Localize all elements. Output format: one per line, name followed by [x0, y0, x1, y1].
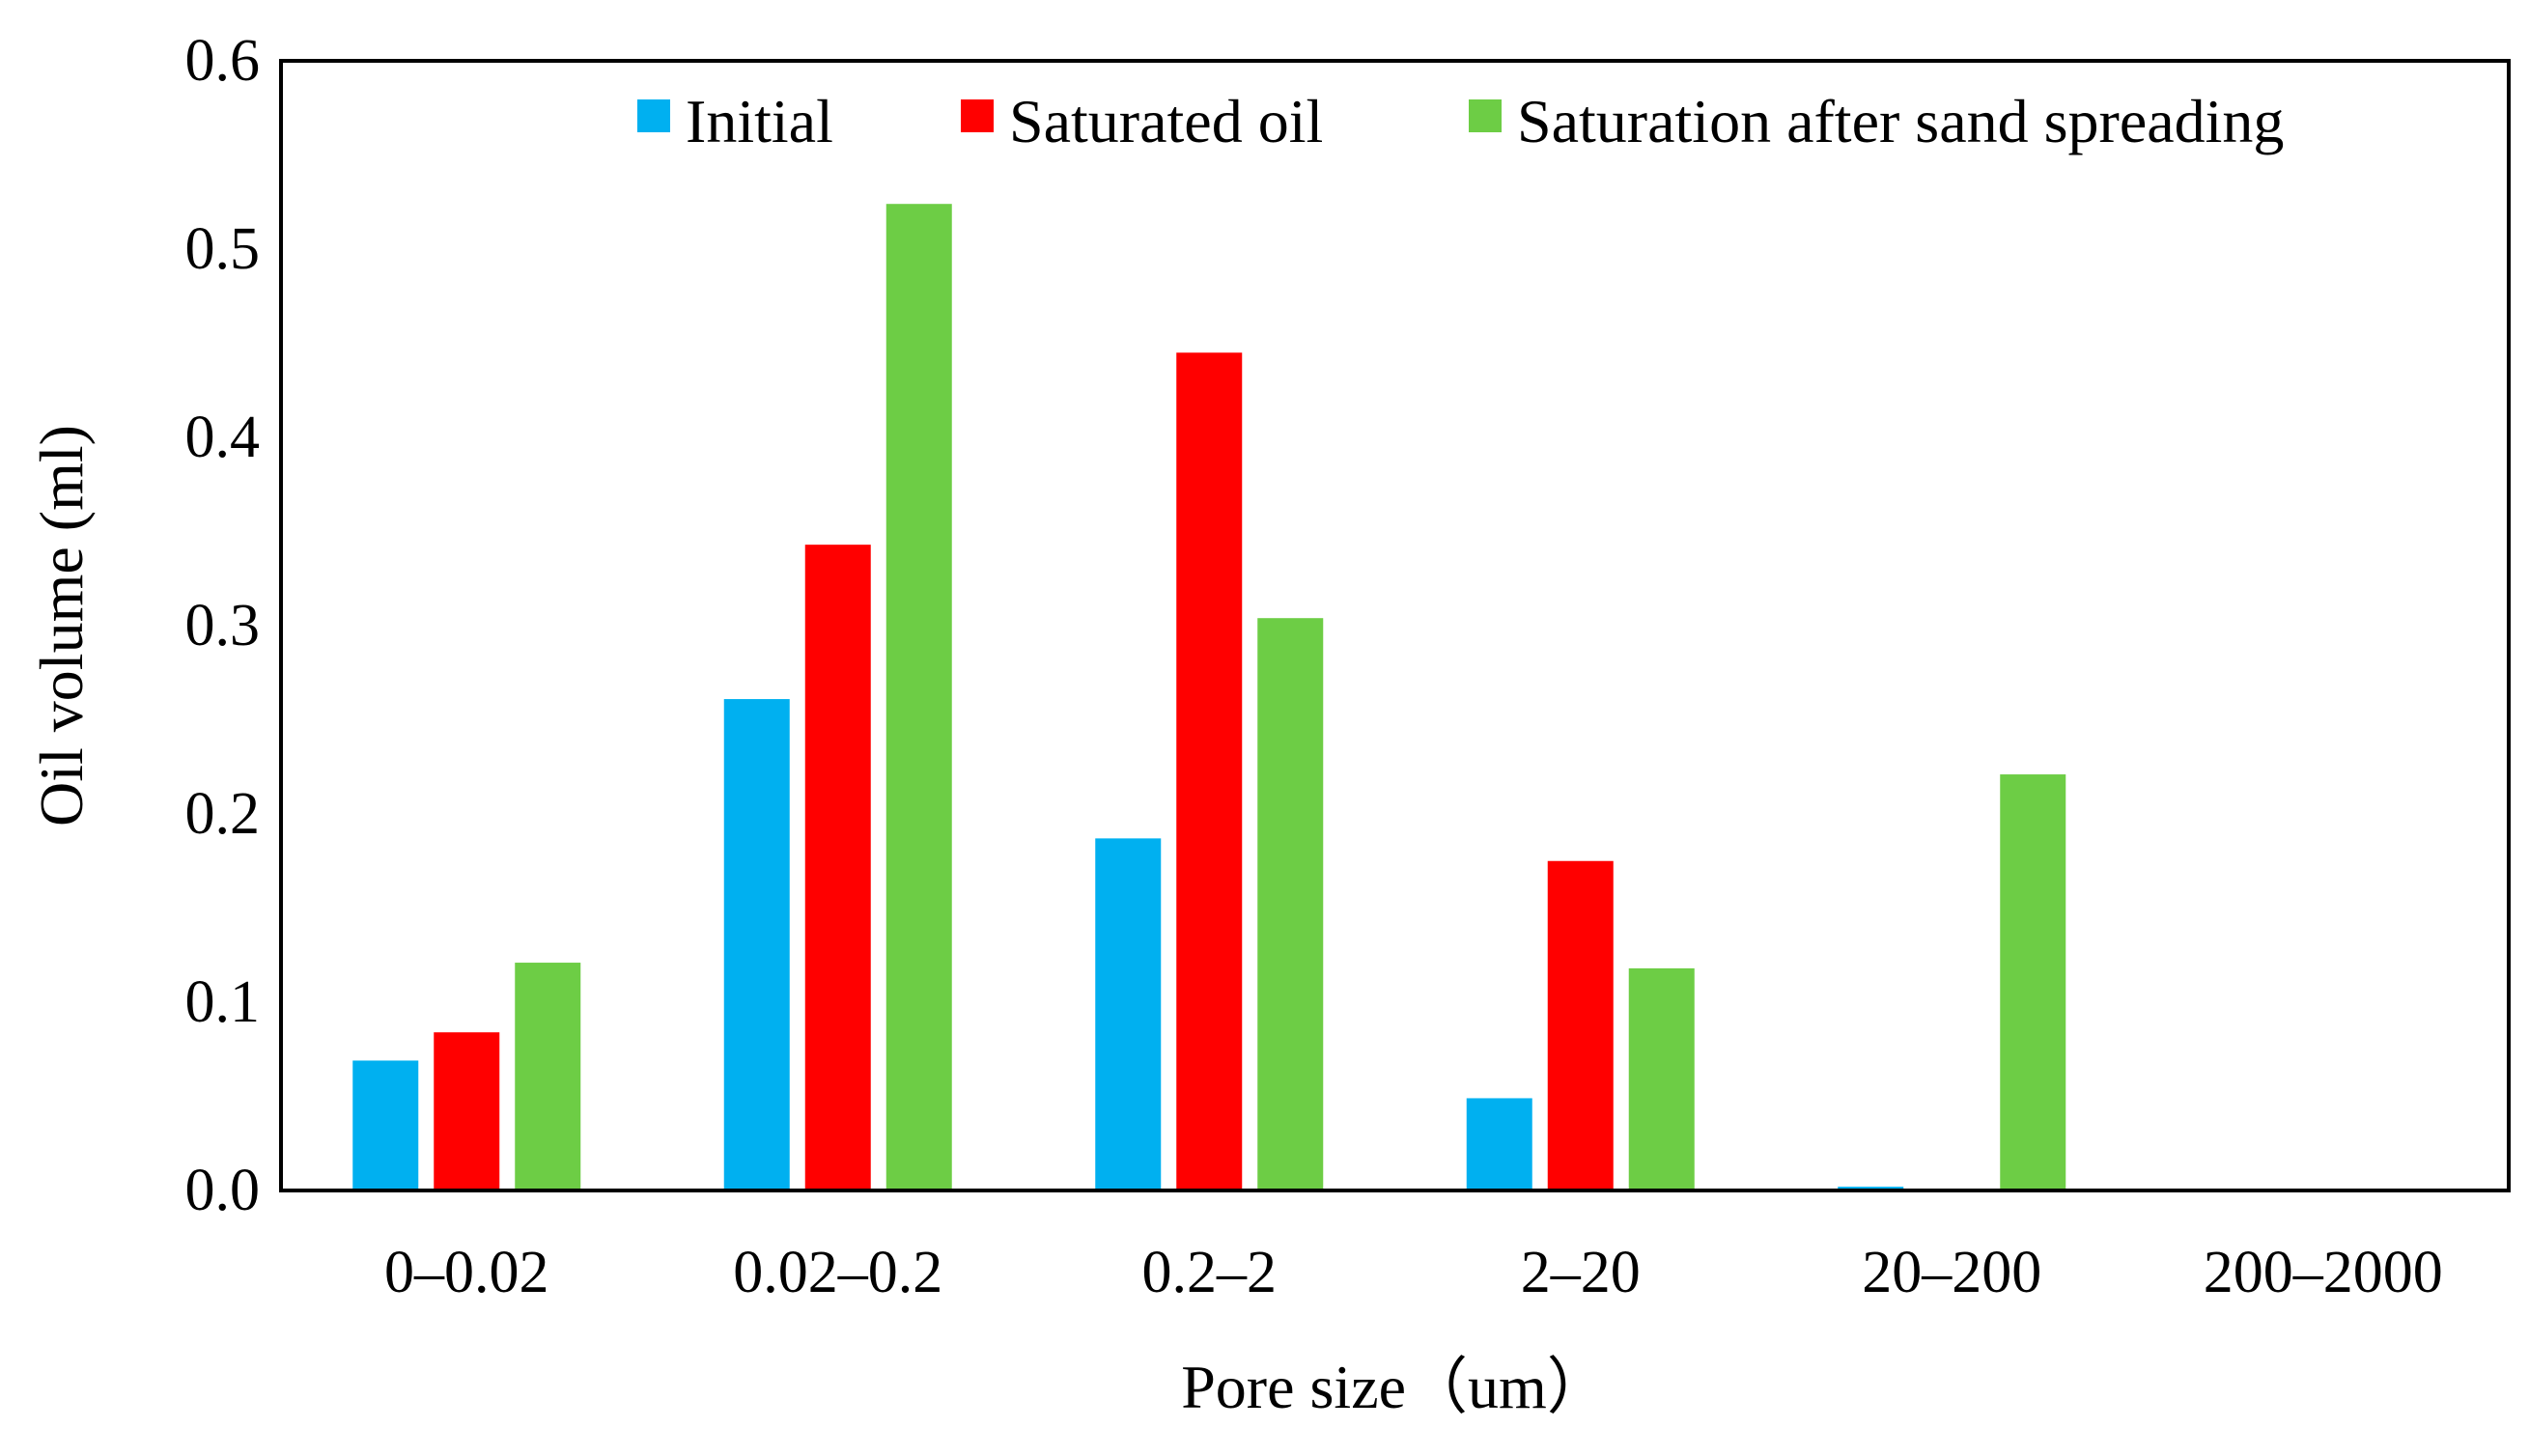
- x-tick-label: 200–2000: [2204, 1240, 2443, 1305]
- legend-swatch-1: [637, 99, 670, 132]
- x-tick-label: 2–20: [1521, 1240, 1641, 1305]
- legend-swatch-2: [961, 99, 994, 132]
- bar-saturated-oil-1: [434, 1032, 500, 1190]
- y-tick-label: 0.0: [185, 1158, 261, 1223]
- bar-saturation-after-sand-spreading-3: [1257, 618, 1324, 1190]
- y-axis-ticks: 0.0 0.1 0.2 0.3 0.4 0.5 0.6: [185, 28, 261, 1223]
- y-tick-label: 0.3: [185, 593, 261, 658]
- bar-initial-2: [723, 699, 790, 1190]
- bar-saturated-oil-2: [804, 545, 871, 1190]
- bar-initial-1: [352, 1060, 419, 1190]
- y-tick-label: 0.6: [185, 28, 261, 94]
- y-tick-label: 0.2: [185, 781, 261, 847]
- bar-saturated-oil-3: [1176, 352, 1243, 1190]
- y-tick-label: 0.4: [185, 405, 261, 470]
- bar-initial-4: [1466, 1098, 1532, 1190]
- bar-saturated-oil-4: [1547, 860, 1614, 1190]
- legend: Initial Saturated oil Saturation after san…: [637, 87, 2284, 155]
- x-tick-label: 0.02–0.2: [733, 1240, 942, 1305]
- x-axis-tick-labels: 0–0.02 0.02–0.2 0.2–2 2–20 20–200 200–2000: [384, 1240, 2443, 1305]
- bar-saturation-after-sand-spreading-4: [1628, 967, 1695, 1190]
- y-tick-label: 0.5: [185, 216, 261, 282]
- bar-saturation-after-sand-spreading-2: [885, 204, 952, 1190]
- legend-label-2: Saturated oil: [1009, 87, 1323, 155]
- bar-saturation-after-sand-spreading-5: [2000, 774, 2066, 1190]
- x-tick-label: 20–200: [1862, 1240, 2041, 1305]
- legend-label-1: Initial: [686, 87, 833, 155]
- legend-swatch-3: [1469, 99, 1502, 132]
- plot-area-frame: [279, 59, 2511, 1192]
- x-tick-label: 0–0.02: [384, 1240, 549, 1305]
- bars-layer: [352, 204, 2437, 1190]
- legend-label-3: Saturation after sand spreading: [1517, 87, 2284, 155]
- bar-saturation-after-sand-spreading-1: [515, 963, 581, 1190]
- bar-initial-3: [1095, 838, 1162, 1190]
- x-axis-title: Pore size（um）: [1181, 1353, 1609, 1421]
- x-tick-label: 0.2–2: [1142, 1240, 1278, 1305]
- y-tick-label: 0.1: [185, 969, 261, 1035]
- y-axis-title: Oil volume (ml): [27, 425, 96, 826]
